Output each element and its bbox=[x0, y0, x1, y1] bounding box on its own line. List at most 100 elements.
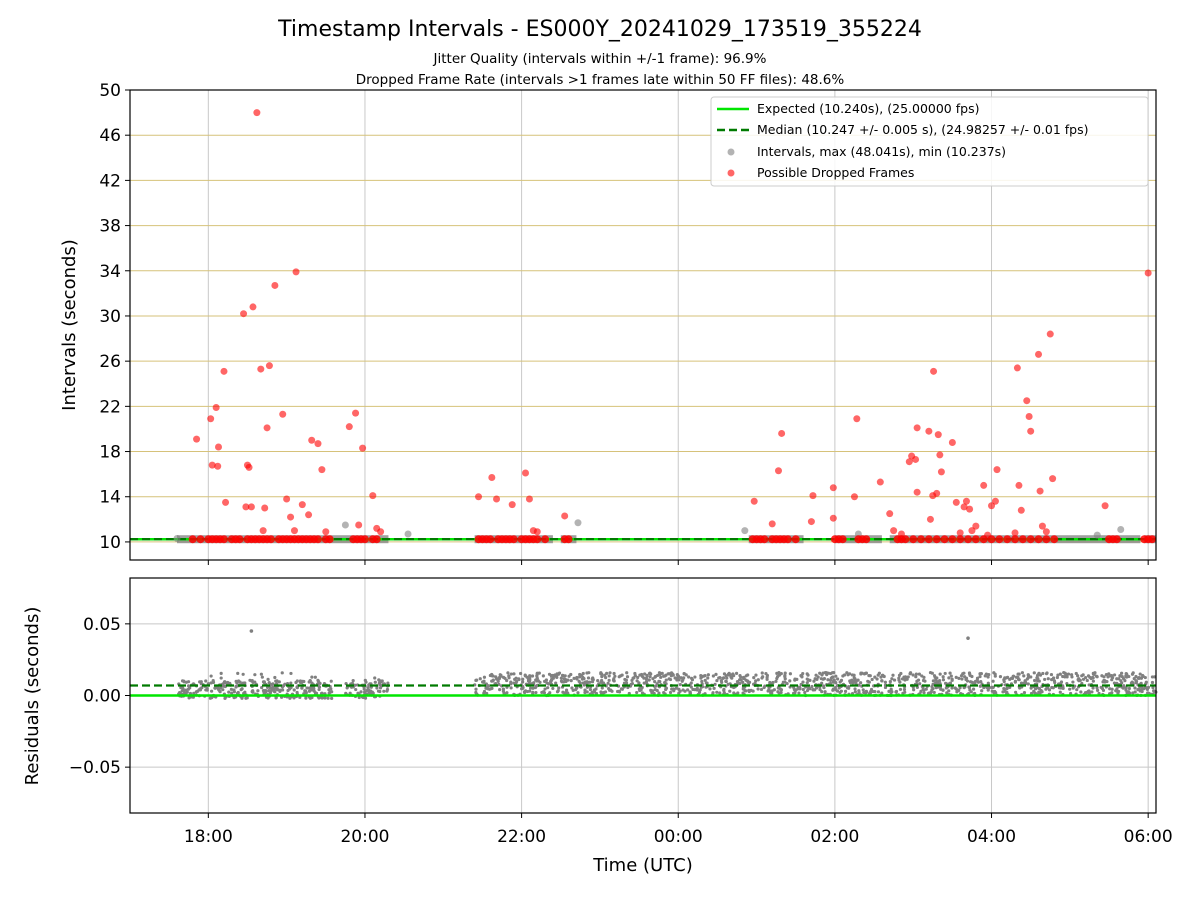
residual-point bbox=[639, 672, 644, 677]
residual-point bbox=[260, 685, 264, 690]
residual-point bbox=[1079, 690, 1083, 694]
dropped-frame-point bbox=[533, 535, 542, 544]
residual-point bbox=[761, 675, 765, 679]
residual-point bbox=[1115, 677, 1119, 681]
residual-point bbox=[1104, 673, 1108, 677]
residual-point bbox=[1055, 675, 1059, 680]
residual-point bbox=[891, 673, 895, 677]
dropped-frame-point bbox=[988, 502, 996, 510]
residual-point bbox=[487, 684, 491, 688]
residual-point bbox=[316, 678, 320, 682]
dropped-frame-point bbox=[308, 436, 316, 444]
dropped-frame-point bbox=[533, 528, 541, 536]
residual-point bbox=[688, 690, 692, 694]
dropped-frame-point bbox=[1046, 330, 1054, 338]
residual-point bbox=[667, 672, 671, 676]
dropped-frame-point bbox=[993, 466, 1001, 474]
residual-point bbox=[1037, 679, 1041, 683]
dropped-frame-point bbox=[377, 528, 385, 536]
residual-point bbox=[543, 687, 547, 691]
residual-point bbox=[806, 678, 810, 682]
residual-point bbox=[590, 677, 594, 681]
residual-point bbox=[1069, 673, 1074, 677]
residual-point bbox=[1120, 681, 1124, 685]
residual-point bbox=[1102, 678, 1106, 683]
residual-point bbox=[1151, 686, 1155, 690]
residual-point bbox=[703, 674, 707, 678]
residual-point bbox=[962, 671, 966, 675]
residual-point bbox=[601, 681, 606, 685]
residual-point bbox=[1066, 672, 1071, 676]
dropped-frame-point bbox=[829, 514, 837, 522]
dropped-frame-point bbox=[760, 535, 769, 544]
residual-point bbox=[990, 689, 994, 693]
residual-point bbox=[295, 690, 299, 695]
residual-point bbox=[378, 679, 382, 683]
residual-point bbox=[705, 681, 709, 685]
dropped-frame-point bbox=[509, 535, 518, 544]
dropped-frame-point bbox=[290, 527, 298, 535]
residual-point bbox=[1022, 681, 1026, 685]
dropped-frame-point bbox=[1015, 481, 1023, 489]
residual-point bbox=[521, 680, 525, 684]
residual-point bbox=[668, 690, 673, 695]
dropped-frame-point bbox=[791, 535, 800, 544]
residual-point bbox=[706, 673, 710, 677]
residual-point bbox=[820, 681, 824, 685]
residual-point bbox=[968, 680, 973, 684]
dropped-frame-point bbox=[325, 535, 334, 544]
residual-point bbox=[788, 679, 792, 683]
dropped-frame-point bbox=[809, 492, 817, 500]
residual-point bbox=[256, 689, 260, 693]
residuals-xtick-label: 02:00 bbox=[810, 827, 859, 847]
residual-point bbox=[930, 671, 934, 675]
residual-point bbox=[978, 684, 982, 688]
dropped-frame-point bbox=[1050, 535, 1059, 544]
residual-point bbox=[978, 672, 982, 676]
dropped-frame-point bbox=[926, 515, 934, 523]
residual-point bbox=[834, 681, 838, 685]
residual-point bbox=[967, 685, 971, 689]
residual-point bbox=[1058, 690, 1062, 694]
residual-point bbox=[677, 678, 681, 682]
residual-point bbox=[711, 674, 715, 678]
dropped-frame-point bbox=[475, 493, 483, 501]
dropped-frame-point bbox=[956, 529, 964, 537]
residual-point bbox=[759, 687, 764, 692]
residual-point bbox=[521, 677, 525, 681]
residual-point bbox=[585, 671, 589, 675]
residual-point bbox=[980, 689, 984, 693]
residual-point bbox=[640, 691, 645, 695]
residual-point bbox=[1085, 678, 1089, 683]
residual-point bbox=[607, 678, 611, 682]
residual-point bbox=[841, 674, 845, 678]
residual-point bbox=[914, 675, 918, 679]
intervals-ytick-label: 26 bbox=[99, 352, 121, 372]
dropped-frame-point bbox=[564, 535, 573, 544]
residual-point bbox=[523, 690, 527, 695]
residual-point bbox=[1038, 691, 1042, 695]
residual-point bbox=[849, 679, 853, 683]
dropped-frame-point bbox=[1035, 350, 1043, 358]
residual-point bbox=[822, 685, 826, 690]
residual-point bbox=[727, 673, 731, 677]
dropped-frame-point bbox=[968, 527, 976, 535]
residual-point bbox=[800, 675, 804, 679]
residual-point bbox=[1062, 671, 1066, 675]
residual-point bbox=[801, 671, 805, 676]
residual-point bbox=[732, 673, 736, 678]
intervals-ytick-label: 10 bbox=[99, 533, 121, 553]
residual-point bbox=[507, 674, 511, 678]
residual-point bbox=[681, 678, 685, 682]
residual-point bbox=[302, 679, 306, 684]
residual-point bbox=[1090, 690, 1094, 694]
residual-point bbox=[744, 689, 748, 693]
residual-point bbox=[592, 690, 597, 694]
residual-point bbox=[1017, 672, 1021, 676]
residual-point bbox=[260, 675, 264, 679]
residual-point bbox=[509, 686, 513, 690]
residuals-xtick-label: 20:00 bbox=[340, 827, 389, 847]
residual-point bbox=[635, 679, 639, 683]
residual-point bbox=[512, 672, 516, 676]
